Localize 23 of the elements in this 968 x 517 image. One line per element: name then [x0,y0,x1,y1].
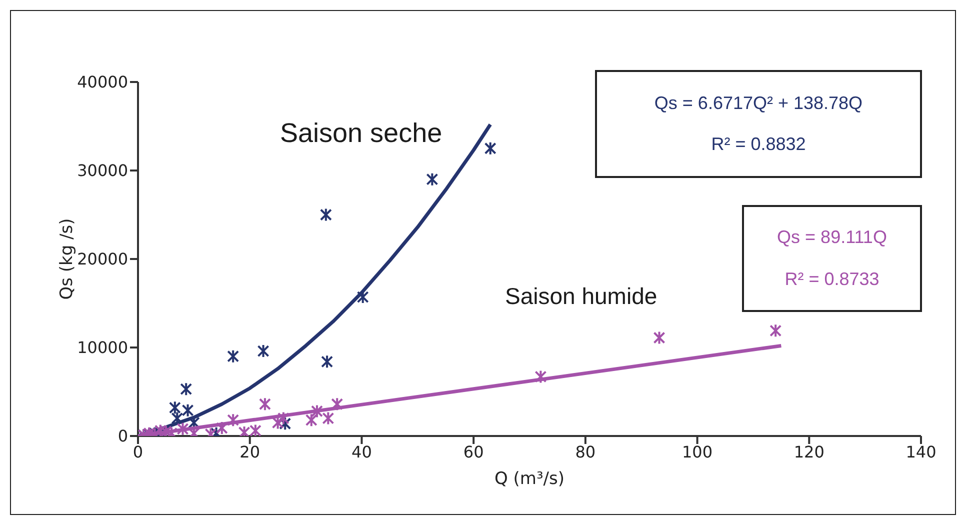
y-tick-label: 40000 [77,72,128,92]
text: Saison humide [505,283,658,310]
equation-box: Qs = 89.111Q R² = 0.8733 [742,205,922,312]
annotation: R² = 0.8832 [711,134,806,156]
y-tick-label: 30000 [77,161,128,180]
x-tick-label: 40 [352,442,372,462]
y-tick-label: 10000 [77,338,128,358]
y-tick-label: 20000 [77,250,128,269]
x-tick-label: 0 [132,442,144,462]
annotation: Qs = 6.6717Q² + 138.78Q [654,92,863,114]
x-tick-label: 60 [463,442,484,462]
x-axis-title: Q (m³/s) [494,469,565,489]
series-label: Saison seche [280,118,442,149]
x-tick-label: 140 [906,442,936,462]
annotation: Qs = 89.111Q [777,227,887,248]
x-tick-label: 120 [794,442,824,462]
annotation: R² = 0.8733 [784,268,880,290]
equation-box: Qs = 6.6717Q² + 138.78Q R² = 0.8832 [595,70,922,178]
x-tick-label: 100 [682,442,713,462]
x-tick-label: 20 [240,442,260,462]
y-axis-title: Qs (kg /s) [57,218,78,300]
x-tick-label: 80 [575,442,596,462]
y-tick-label: 0 [118,426,128,446]
